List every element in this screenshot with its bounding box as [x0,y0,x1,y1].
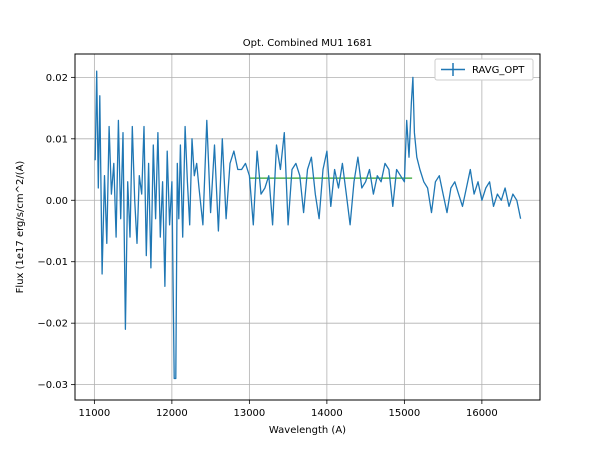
y-tick-label: −0.03 [37,380,68,391]
legend: RAVG_OPT [434,58,534,81]
x-tick-label: 11000 [78,408,110,419]
x-tick-label: 14000 [311,408,343,419]
legend-box [434,58,534,81]
y-tick-label: 0.01 [46,134,68,145]
chart-title: Opt. Combined MU1 1681 [243,38,372,49]
y-axis-ticks: −0.03 −0.02 −0.01 0.00 0.01 0.02 [37,73,75,391]
x-axis-label: Wavelength (A) [269,425,346,436]
y-axis-label: Flux (1e17 erg/s/cm^2/(A) [15,161,26,294]
y-tick-label: 0.02 [46,73,68,84]
legend-entry-ravg-opt: RAVG_OPT [472,65,525,76]
x-tick-label: 15000 [388,408,420,419]
x-axis-ticks: 11000 12000 13000 14000 15000 16000 [78,400,498,419]
x-tick-label: 16000 [466,408,498,419]
y-tick-label: −0.01 [37,257,68,268]
y-tick-label: 0.00 [46,196,68,207]
plot-frame [74,53,541,401]
y-tick-label: −0.02 [37,319,68,330]
x-tick-label: 13000 [233,408,265,419]
series-layer [94,70,522,380]
x-tick-label: 12000 [156,408,188,419]
series-line-ravg-opt [94,70,522,380]
